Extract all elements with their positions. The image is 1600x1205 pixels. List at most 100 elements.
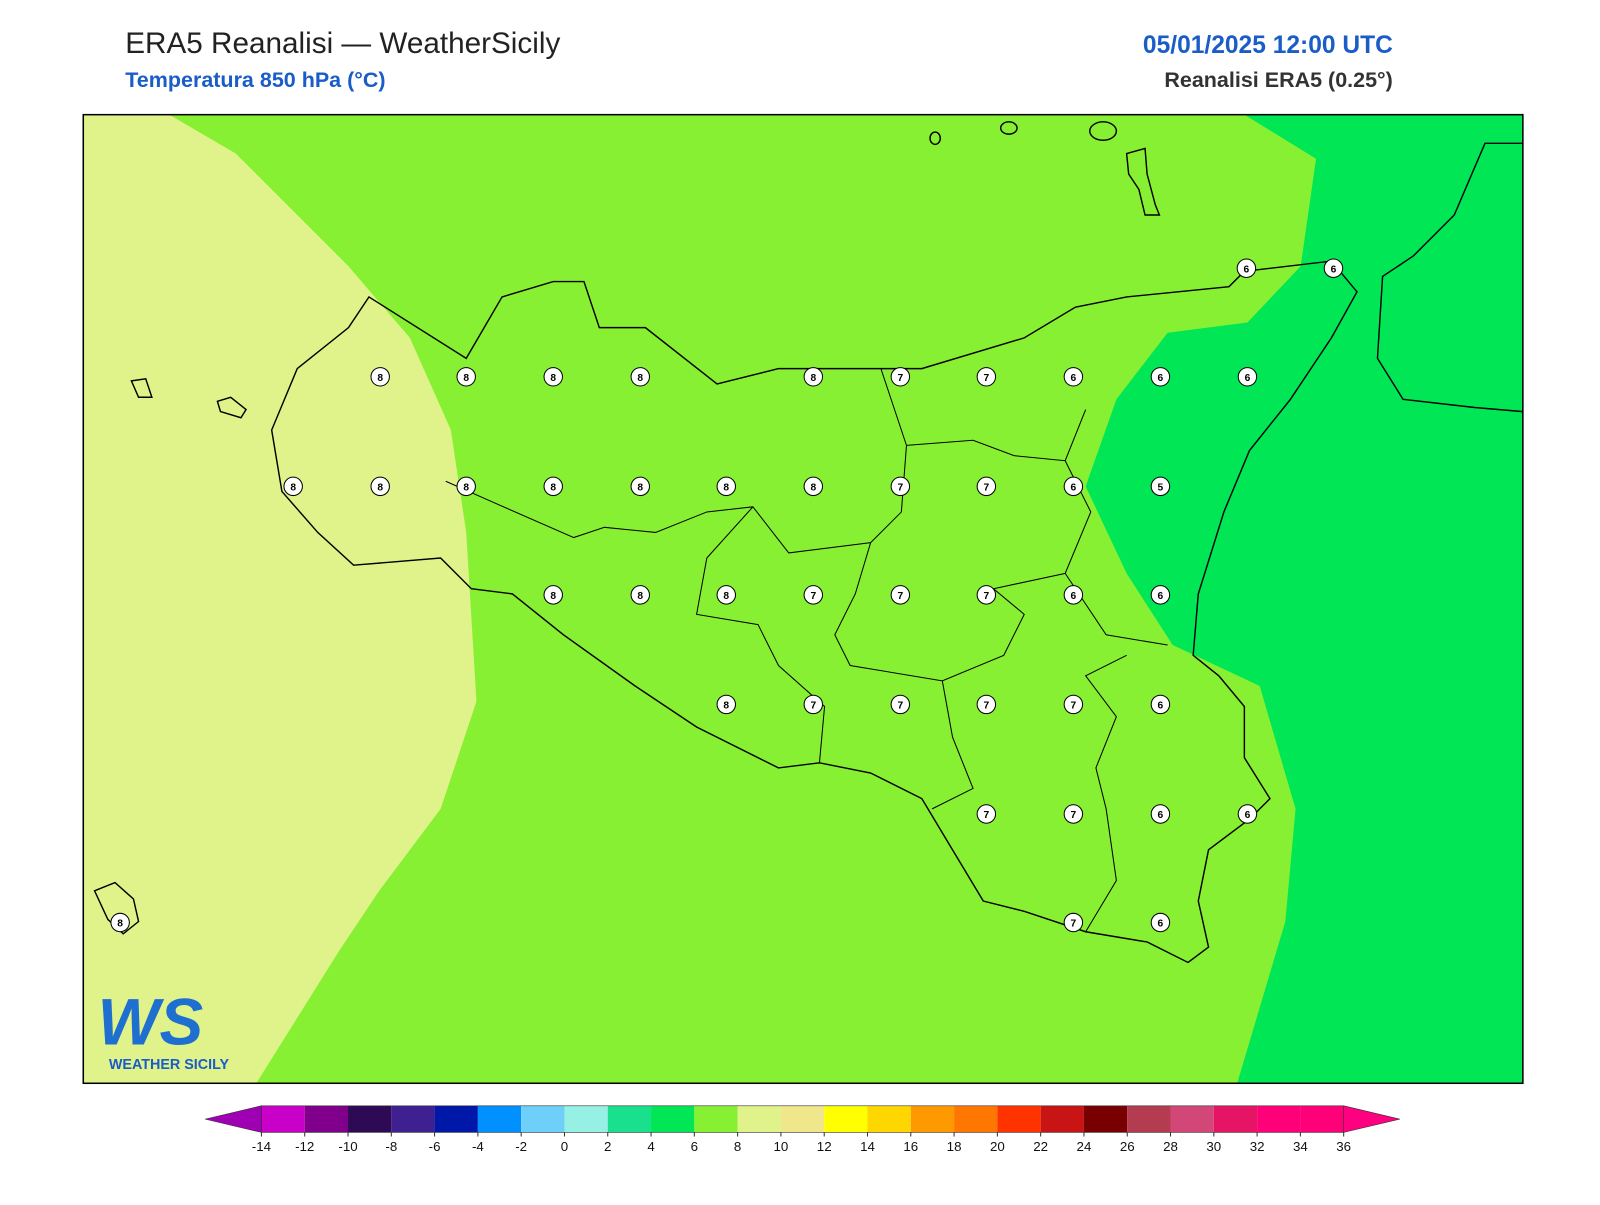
station-marker bbox=[716, 476, 737, 497]
station-marker bbox=[1237, 367, 1258, 387]
station-marker bbox=[543, 476, 563, 497]
station-value: 7 bbox=[984, 373, 990, 384]
station-value: 6 bbox=[1245, 373, 1251, 384]
station-value: 8 bbox=[290, 482, 296, 493]
colorbar-segment bbox=[304, 1105, 349, 1133]
station-value: 8 bbox=[723, 701, 729, 712]
station-value: 8 bbox=[550, 482, 556, 493]
colorbar-segment bbox=[694, 1105, 738, 1133]
colorbar-tick-label: 30 bbox=[1206, 1139, 1221, 1154]
station-marker bbox=[630, 367, 650, 387]
station-marker bbox=[630, 476, 650, 497]
colorbar-segment bbox=[867, 1105, 911, 1133]
datetime: 05/01/2025 12:00 UTC bbox=[1143, 32, 1393, 59]
colorbar-tick-label: 2 bbox=[604, 1139, 611, 1154]
station-marker bbox=[890, 476, 911, 497]
colorbar-tick-label: -14 bbox=[252, 1139, 271, 1154]
colorbar-tick-label: 24 bbox=[1077, 1139, 1092, 1154]
colorbar-tick-label: 10 bbox=[774, 1139, 789, 1154]
colorbar-tick-label: 26 bbox=[1120, 1139, 1135, 1154]
station-marker bbox=[1063, 804, 1084, 824]
station-marker bbox=[1063, 367, 1084, 387]
colorbar-frame bbox=[261, 1105, 1344, 1133]
station-value: 6 bbox=[1158, 701, 1164, 712]
station-value: 6 bbox=[1244, 264, 1250, 275]
field-green bbox=[1085, 114, 1523, 1084]
station-value: 8 bbox=[810, 482, 816, 493]
island bbox=[1089, 121, 1118, 141]
station-value: 6 bbox=[1158, 919, 1164, 930]
station-value: 8 bbox=[463, 482, 469, 493]
colorbar-tick-label: 36 bbox=[1336, 1139, 1351, 1154]
colorbar-segment bbox=[391, 1105, 435, 1133]
station-value: 6 bbox=[1071, 591, 1077, 602]
island bbox=[929, 131, 941, 146]
colorbar-segment bbox=[434, 1105, 478, 1133]
station-value: 6 bbox=[1158, 373, 1164, 384]
colorbar-tick-label: 8 bbox=[734, 1139, 741, 1154]
island bbox=[130, 378, 153, 398]
station-value: 6 bbox=[1071, 482, 1077, 493]
colorbar-segment bbox=[564, 1105, 608, 1133]
station-marker bbox=[976, 694, 997, 715]
island bbox=[93, 881, 140, 935]
colorbar-segment bbox=[1170, 1105, 1214, 1133]
station-value: 8 bbox=[637, 591, 643, 602]
map: 6 6 8 8 8 8 8 7 7 6 6 6 8 8 8 8 8 8 8 7 7 6 5 8 8 8 7 7 7 6 6 8 7 7 7 7 6 7 7 6… bbox=[82, 113, 1524, 1085]
colorbar-segment bbox=[651, 1105, 695, 1133]
colorbar-segment bbox=[910, 1105, 955, 1133]
station-value: 7 bbox=[897, 591, 903, 602]
station-marker bbox=[1150, 694, 1171, 715]
colorbar-extend-max bbox=[1343, 1105, 1401, 1133]
station-marker bbox=[283, 476, 303, 497]
station-marker bbox=[976, 585, 997, 605]
station-marker bbox=[1063, 912, 1084, 933]
colorbar-tick-label: 28 bbox=[1163, 1139, 1178, 1154]
station-marker bbox=[890, 585, 911, 605]
station-marker bbox=[456, 367, 476, 387]
station-value: 7 bbox=[810, 591, 816, 602]
colorbar-segment bbox=[1300, 1105, 1344, 1133]
station-marker bbox=[1150, 585, 1171, 605]
station-value: 8 bbox=[377, 482, 383, 493]
map-frame bbox=[82, 113, 1524, 1085]
station-marker bbox=[1150, 912, 1171, 933]
colorbar-tick-label: -6 bbox=[429, 1139, 441, 1154]
station-marker bbox=[543, 367, 563, 387]
station-value: 8 bbox=[637, 482, 643, 493]
colorbar-tick-label: 12 bbox=[817, 1139, 832, 1154]
island bbox=[999, 121, 1018, 135]
colorbar-extend-min bbox=[205, 1105, 262, 1133]
station-marker bbox=[1063, 585, 1084, 605]
station-value: 6 bbox=[1158, 591, 1164, 602]
source: Reanalisi ERA5 (0.25°) bbox=[1164, 68, 1392, 92]
colorbar-segment bbox=[737, 1105, 781, 1133]
station-value: 8 bbox=[723, 591, 729, 602]
station-marker bbox=[1150, 367, 1171, 387]
station-marker bbox=[543, 585, 563, 605]
station-value: 8 bbox=[810, 373, 816, 384]
station-value: 7 bbox=[1071, 810, 1077, 821]
colorbar-segment bbox=[607, 1105, 652, 1133]
station-value: 7 bbox=[984, 701, 990, 712]
logo-name: WEATHER SICILY bbox=[109, 1057, 230, 1073]
logo-mark: WS bbox=[98, 985, 204, 1058]
station-value: 6 bbox=[1158, 810, 1164, 821]
colorbar-tick-label: -8 bbox=[385, 1139, 397, 1154]
station-marker bbox=[803, 476, 824, 497]
logo: WS WEATHER SICILY bbox=[98, 985, 230, 1073]
colorbar-segment bbox=[780, 1105, 825, 1133]
station-marker bbox=[976, 804, 997, 824]
colorbar-tick-label: -2 bbox=[515, 1139, 527, 1154]
station-marker bbox=[1236, 258, 1257, 278]
colorbar-tick-label: 6 bbox=[691, 1139, 698, 1154]
station-marker bbox=[716, 694, 737, 715]
colorbar-segment bbox=[824, 1105, 868, 1133]
station-value: 6 bbox=[1331, 264, 1337, 275]
colorbar-segment bbox=[1127, 1105, 1171, 1133]
coastline-calabria bbox=[1376, 142, 1523, 413]
colorbar-segment bbox=[477, 1105, 522, 1133]
station-value: 8 bbox=[463, 373, 469, 384]
station-marker bbox=[803, 694, 824, 715]
